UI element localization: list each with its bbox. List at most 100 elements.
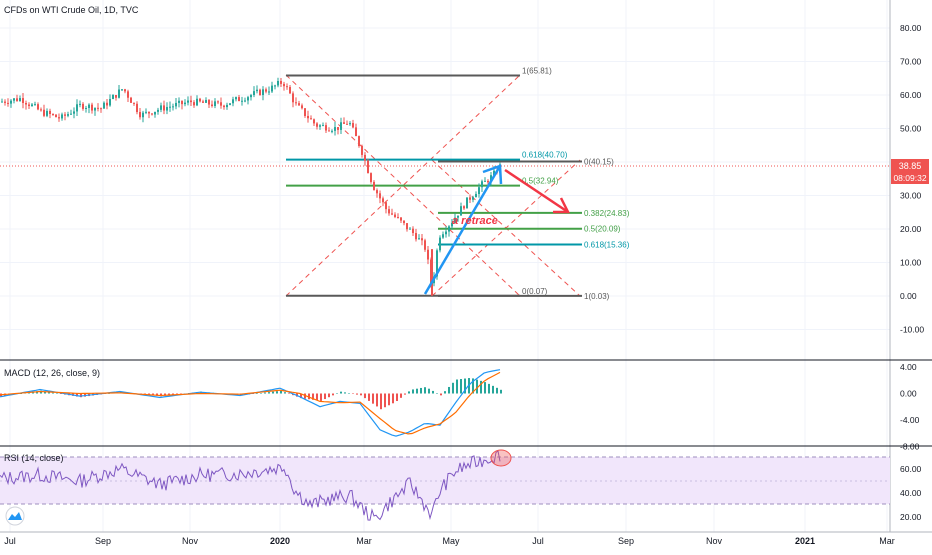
fib-lower-label: 0(40.15) — [584, 157, 614, 166]
fib-levels[interactable]: 1(65.81) 0.618(40.70) 0.5(32.94) 0(0.07) 0(4… — [286, 67, 630, 301]
candle-body — [136, 103, 138, 113]
red-arrow-head[interactable] — [553, 197, 571, 214]
candle-body — [421, 238, 423, 241]
candle-body — [253, 91, 255, 96]
candle-body — [85, 107, 87, 109]
macd-histogram-bar — [44, 391, 46, 394]
candle-body — [355, 127, 357, 137]
candle-body — [76, 104, 78, 112]
macd-histogram-bar — [356, 393, 358, 395]
macd-histogram-bar — [392, 393, 394, 404]
candle-body — [226, 104, 228, 108]
candle-body — [403, 220, 405, 224]
macd-histogram-bar — [360, 393, 362, 396]
rsi-tick-label: 20.00 — [900, 512, 922, 522]
candle-body — [334, 127, 336, 131]
candle-body — [295, 102, 297, 104]
candle-body — [7, 102, 9, 104]
candle-body — [109, 98, 111, 106]
macd-histogram-bar — [252, 393, 254, 394]
blue-arrow-head[interactable] — [482, 164, 503, 185]
logo-mark[interactable] — [8, 512, 22, 520]
candle-body — [1, 101, 3, 103]
macd-histogram-bar — [396, 393, 398, 402]
candle-body — [28, 104, 30, 107]
macd-histogram-bar — [456, 379, 458, 394]
countdown-badge — [891, 172, 929, 184]
candle-body — [328, 130, 330, 132]
macd-histogram-bar — [500, 389, 502, 394]
countdown-label: 08:09:32 — [893, 173, 926, 183]
candle-body — [55, 114, 57, 118]
macd-histogram-bar — [388, 393, 390, 406]
symbol-title[interactable]: CFDs on WTI Crude Oil, 1D, TVC — [4, 5, 139, 15]
macd-histogram-bar — [348, 393, 350, 394]
candle-body — [232, 99, 234, 104]
blue-arrow[interactable] — [423, 164, 503, 295]
candle-body — [466, 197, 468, 209]
retrace-annotation[interactable]: a retrace — [452, 215, 498, 227]
macd-histogram-bar — [404, 393, 406, 395]
macd-histogram-bar — [436, 393, 438, 394]
fib-lower-label: 0.382(24.83) — [584, 209, 630, 218]
rsi-highlight-circle[interactable] — [490, 449, 512, 467]
macd-histogram-bar — [260, 393, 262, 394]
candle-body — [175, 102, 177, 107]
macd-histogram-bar — [256, 393, 258, 394]
macd-histogram-bar — [364, 393, 366, 399]
rsi-title[interactable]: RSI (14, close) — [4, 453, 64, 463]
candle-body — [25, 103, 27, 105]
macd-histogram-bar — [420, 387, 422, 394]
macd-histogram-bar — [452, 382, 454, 394]
candle-body — [463, 206, 465, 209]
candle-body — [271, 85, 273, 92]
candle-body — [472, 197, 474, 200]
candle-body — [352, 123, 354, 128]
macd-title[interactable]: MACD (12, 26, close, 9) — [4, 368, 100, 378]
candle-body — [319, 125, 321, 127]
macd-histogram-bar — [168, 393, 170, 396]
tradingview-logo[interactable] — [5, 506, 25, 526]
macd-histogram-bar — [52, 392, 54, 394]
logo-circle[interactable] — [5, 506, 25, 526]
macd-histogram-bar — [172, 393, 174, 395]
candle-body — [310, 118, 312, 120]
fib-upper-label: 0.5(32.94) — [522, 177, 559, 186]
fib-upper-label: 0.618(40.70) — [522, 151, 568, 160]
candle-body — [13, 98, 15, 101]
price-tick-label: 50.00 — [900, 124, 922, 134]
candle-body — [139, 112, 141, 118]
blue-arrow-shaft[interactable] — [423, 165, 502, 295]
red-arrow[interactable] — [504, 168, 571, 214]
red-arrow-shaft[interactable] — [504, 168, 569, 214]
candle-body — [382, 198, 384, 203]
candle-body — [22, 98, 24, 104]
macd-histogram-bar — [416, 388, 418, 394]
candle-body — [106, 102, 108, 106]
fib-lower-label: 1(0.03) — [584, 292, 610, 301]
candle-body — [19, 98, 21, 101]
macd-histogram-bar — [56, 393, 58, 394]
macd-histogram-bar — [408, 391, 410, 394]
candle-body — [166, 107, 168, 111]
macd-histogram-bar — [324, 393, 326, 400]
candle-body — [268, 91, 270, 93]
candle-body — [61, 114, 63, 119]
time-tick-label: Sep — [618, 536, 634, 546]
candle-body — [298, 103, 300, 106]
macd-tick-label: 4.00 — [900, 362, 917, 372]
time-tick-label: Mar — [879, 536, 895, 546]
candle-body — [436, 250, 438, 277]
price-candles — [1, 77, 501, 296]
candle-body — [454, 217, 456, 223]
candle-body — [493, 170, 495, 176]
macd-histogram-bar — [312, 393, 314, 400]
macd-histogram-bar — [400, 393, 402, 398]
candle-body — [265, 89, 267, 92]
candle-body — [91, 104, 93, 111]
candle-body — [187, 100, 189, 103]
macd-histogram-bar — [280, 390, 282, 394]
candle-body — [160, 105, 162, 110]
